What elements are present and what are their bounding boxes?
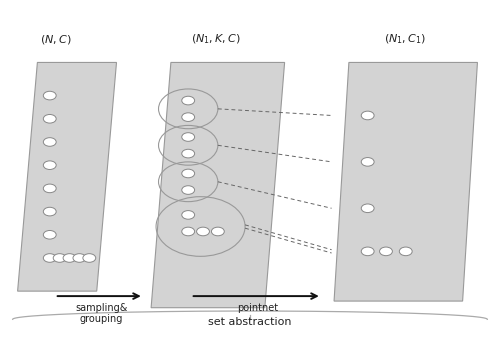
Circle shape [182,227,194,236]
Circle shape [361,111,374,120]
Circle shape [196,227,209,236]
Circle shape [182,149,194,158]
Polygon shape [334,62,478,301]
Circle shape [44,115,56,123]
Circle shape [380,247,392,256]
Polygon shape [151,62,284,308]
Circle shape [44,138,56,146]
Circle shape [44,207,56,216]
Text: pointnet: pointnet [237,303,278,313]
Circle shape [73,254,86,262]
Text: sampling&
grouping: sampling& grouping [76,303,128,324]
Circle shape [182,211,194,219]
Text: $(N_1, C_1)$: $(N_1, C_1)$ [384,32,426,46]
Circle shape [53,254,66,262]
Text: $(N_1, K, C)$: $(N_1, K, C)$ [190,32,240,46]
Text: $(N, C)$: $(N, C)$ [40,33,72,46]
Circle shape [361,204,374,213]
Circle shape [44,91,56,100]
Circle shape [361,158,374,166]
Circle shape [400,247,412,256]
Circle shape [83,254,96,262]
Circle shape [212,227,224,236]
Circle shape [182,96,194,105]
Circle shape [44,231,56,239]
Circle shape [44,184,56,193]
Circle shape [182,186,194,194]
Circle shape [361,247,374,256]
Circle shape [44,161,56,170]
Circle shape [182,113,194,121]
Circle shape [63,254,76,262]
Circle shape [182,169,194,178]
Circle shape [182,133,194,141]
Text: set abstraction: set abstraction [208,317,292,327]
Polygon shape [18,62,116,291]
Circle shape [44,254,56,262]
